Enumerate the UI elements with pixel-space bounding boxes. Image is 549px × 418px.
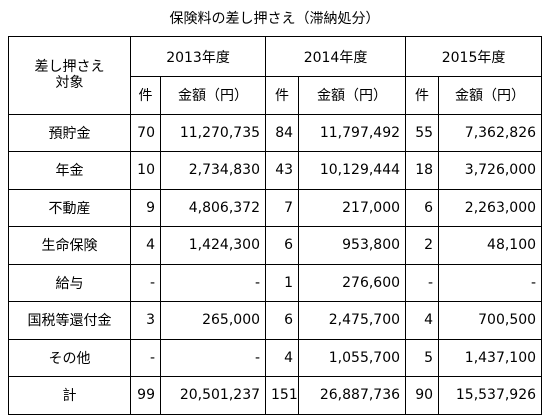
row-label: 生命保険	[8, 226, 131, 265]
count-cell: 99	[130, 376, 161, 415]
table-title: 保険料の差し押さえ（滞納処分）	[169, 11, 380, 27]
amount-cell: 48,100	[438, 226, 543, 265]
count-cell: 70	[130, 113, 161, 152]
count-cell: 10	[130, 151, 161, 190]
count-cell: 6	[265, 226, 300, 265]
data-row: 給与 - -1 276,600- -	[8, 263, 543, 302]
amount-cell: 2,734,830	[159, 151, 267, 190]
row-label: 年金	[8, 151, 131, 190]
count-header: 件	[265, 76, 300, 115]
amount-header: 金額（円）	[438, 76, 543, 115]
amount-cell: -	[159, 338, 267, 377]
count-cell: 3	[130, 301, 161, 340]
amount-header: 金額（円）	[298, 76, 407, 115]
amount-cell: 953,800	[298, 226, 407, 265]
count-header: 件	[130, 76, 161, 115]
amount-cell: 11,270,735	[159, 113, 267, 152]
count-cell: 2	[405, 226, 440, 265]
count-cell: 4	[130, 226, 161, 265]
row-label: 国税等還付金	[8, 301, 131, 340]
count-cell: 1	[265, 263, 300, 302]
amount-cell: 4,806,372	[159, 188, 267, 227]
data-row: 年金 10 2,734,830 43 10,129,444 18 3,726,000	[8, 151, 543, 190]
amount-cell: 2,475,700	[298, 301, 407, 340]
count-cell: 90	[405, 376, 440, 415]
count-cell: -	[130, 338, 161, 377]
count-cell: 6	[265, 301, 300, 340]
data-row: 生命保険 4 1,424,300 6 953,800 2 48,100	[8, 226, 543, 265]
year-header: 2015年度	[405, 36, 543, 77]
count-cell: 7	[265, 188, 300, 227]
count-cell: 84	[265, 113, 300, 152]
amount-cell: 1,424,300	[159, 226, 267, 265]
row-label: 給与	[8, 263, 131, 302]
amount-cell: -	[438, 263, 543, 302]
amount-cell: 217,000	[298, 188, 407, 227]
amount-cell: 700,500	[438, 301, 543, 340]
amount-cell: 26,887,736	[298, 376, 407, 415]
amount-cell: 20,501,237	[159, 376, 267, 415]
data-row: 国税等還付金 3 265,000 6 2,475,700 4 700,500	[8, 301, 543, 340]
count-header: 件	[405, 76, 440, 115]
corner-header: 差し押さえ 対象	[8, 36, 131, 115]
data-row: 計 99 20,501,237 151 26,887,736 90 15,537,926	[8, 376, 543, 415]
amount-cell: 3,726,000	[438, 151, 543, 190]
amount-cell: 276,600	[298, 263, 407, 302]
year-header: 2014年度	[265, 36, 407, 77]
data-table: 差し押さえ 対象 2013年度 2014年度 2015年度件金額（円）件金額（円）件金…	[8, 36, 543, 415]
amount-cell: 15,537,926	[438, 376, 543, 415]
count-cell: 4	[405, 301, 440, 340]
row-label: 計	[8, 376, 131, 415]
count-cell: 55	[405, 113, 440, 152]
year-header: 2013年度	[129, 36, 267, 77]
count-cell: 4	[265, 338, 300, 377]
count-cell: 43	[265, 151, 300, 190]
amount-cell: 11,797,492	[298, 113, 407, 152]
amount-cell: 265,000	[159, 301, 267, 340]
row-label: 不動産	[8, 188, 131, 227]
amount-cell: 10,129,444	[298, 151, 407, 190]
amount-header: 金額（円）	[159, 76, 267, 115]
count-cell: 6	[405, 188, 440, 227]
data-row: 預貯金 70 11,270,735 84 11,797,492 55 7,362,826	[8, 113, 543, 152]
amount-cell: 2,263,000	[438, 188, 543, 227]
count-cell: 18	[405, 151, 440, 190]
amount-cell: 7,362,826	[438, 113, 543, 152]
count-cell: 151	[265, 376, 300, 415]
row-label: その他	[8, 338, 131, 377]
amount-cell: -	[159, 263, 267, 302]
subheader-row: 件金額（円）件金額（円）件金額（円）	[9, 76, 543, 115]
amount-cell: 1,055,700	[298, 338, 407, 377]
header-row: 差し押さえ 対象 2013年度 2014年度 2015年度	[8, 36, 543, 115]
amount-cell: 1,437,100	[438, 338, 543, 377]
data-row: その他 - -4 1,055,700 5 1,437,100	[8, 338, 543, 377]
count-cell: 5	[405, 338, 440, 377]
count-cell: -	[405, 263, 440, 302]
data-row: 不動産 9 4,806,372 7 217,000 6 2,263,000	[8, 188, 543, 227]
count-cell: 9	[130, 188, 161, 227]
count-cell: -	[130, 263, 161, 302]
row-label: 預貯金	[8, 113, 131, 152]
